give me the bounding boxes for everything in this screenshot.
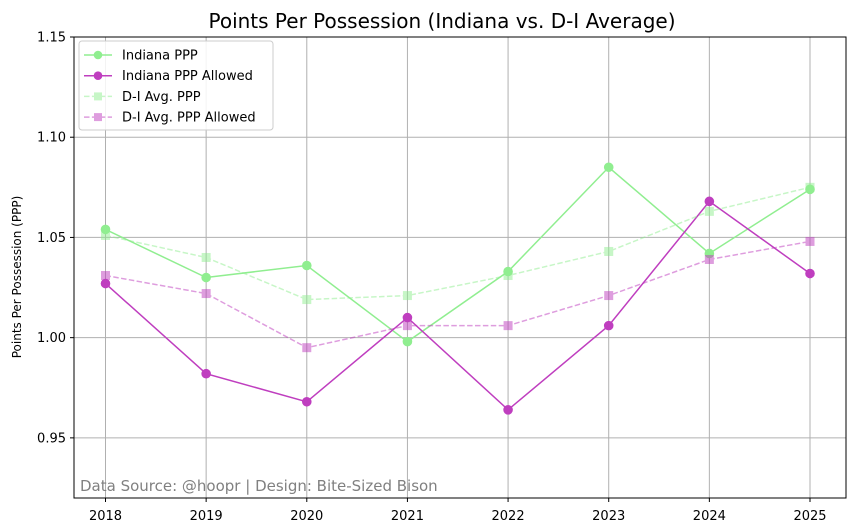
data-point (805, 182, 815, 192)
legend-marker (94, 113, 102, 122)
data-point (100, 278, 111, 289)
x-tick-label: 2025 (793, 509, 826, 524)
data-source-annotation: Data Source: @hoopr | Design: Bite-Sized… (80, 477, 438, 495)
data-point (201, 289, 211, 299)
legend-marker (93, 71, 103, 80)
data-point (604, 291, 614, 301)
data-point (302, 343, 312, 353)
x-ticks: 2018 2019 2020 2021 2022 2023 2024 2025 (89, 498, 827, 524)
series-line (105, 186, 811, 301)
data-point (101, 230, 110, 240)
data-point (704, 206, 714, 216)
y-tick-label: 1.05 (37, 231, 66, 246)
plot-frame (73, 36, 847, 499)
data-point (704, 254, 714, 264)
x-tick-label: 2020 (290, 509, 323, 524)
legend-marker (94, 92, 102, 101)
legend-entry (84, 50, 112, 60)
legend-box (78, 40, 274, 131)
data-point (301, 260, 312, 271)
data-point (604, 246, 614, 256)
series-layer (100, 162, 815, 415)
legend-entry (84, 92, 112, 101)
data-point (302, 295, 312, 305)
data-point (402, 336, 413, 347)
x-tick-label: 2021 (391, 509, 424, 524)
data-point (101, 271, 110, 281)
series-indiana-ppp-allowed (100, 196, 815, 415)
x-tick-label: 2018 (89, 509, 122, 524)
legend-label: Indiana PPP Allowed (122, 69, 253, 84)
data-point (805, 236, 815, 246)
legend-label: D-I Avg. PPP (122, 90, 201, 105)
data-point (201, 252, 211, 262)
series-line (104, 200, 811, 411)
data-point (201, 368, 211, 379)
legend-label: Indiana PPP (122, 49, 198, 64)
chart-title: Points Per Possession (Indiana vs. D-I A… (208, 9, 675, 33)
data-point (603, 162, 614, 173)
data-point (301, 396, 312, 407)
x-tick-label: 2024 (693, 509, 726, 524)
x-tick-label: 2019 (190, 509, 223, 524)
data-point (201, 272, 211, 283)
y-axis-label: Points Per Possession (PPP) (10, 196, 24, 359)
y-tick-label: 1.00 (37, 331, 66, 346)
data-point (402, 312, 413, 323)
y-ticks: 0.95 1.00 1.05 1.10 1.15 (37, 31, 74, 446)
y-tick-label: 1.15 (37, 31, 66, 46)
data-point (704, 196, 715, 207)
legend-label: D-I Avg. PPP Allowed (122, 111, 256, 126)
data-point (503, 321, 513, 331)
data-point (603, 320, 614, 331)
data-point (402, 291, 412, 301)
series-line (105, 240, 811, 349)
legend: Indiana PPP Indiana PPP Allowed D-I Avg. P… (78, 40, 274, 131)
series-indiana-ppp (100, 162, 815, 347)
data-point (402, 321, 412, 331)
x-tick-label: 2023 (592, 509, 625, 524)
data-point (503, 271, 513, 281)
y-tick-label: 1.10 (37, 131, 66, 146)
series-line (105, 166, 811, 343)
x-tick-label: 2022 (492, 509, 525, 524)
legend-marker (93, 50, 103, 60)
legend-entry (84, 71, 112, 80)
series-d-i-avg-ppp-allowed (101, 236, 815, 353)
y-tick-label: 0.95 (37, 431, 66, 446)
data-point (503, 405, 513, 415)
data-point (805, 268, 815, 279)
legend-entry (84, 113, 112, 122)
series-d-i-avg-ppp (101, 182, 815, 305)
